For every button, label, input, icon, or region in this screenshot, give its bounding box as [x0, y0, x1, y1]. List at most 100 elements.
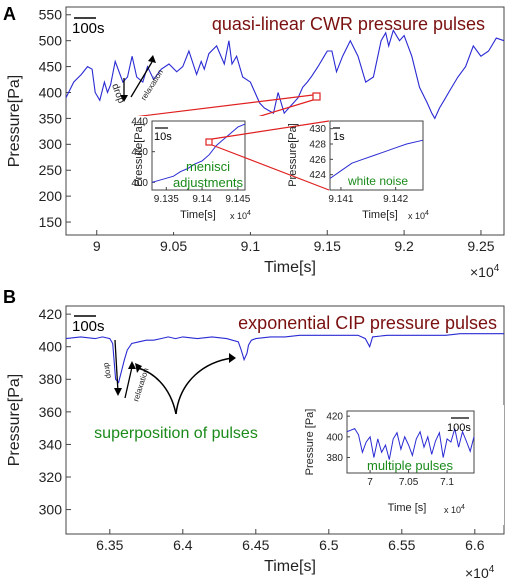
inset2-x-exponent: x 104	[408, 210, 429, 221]
x-tick-label: 9.141	[328, 194, 353, 205]
y-tick-label: 400	[131, 178, 148, 189]
superposition-arrowhead-left	[135, 363, 142, 373]
x-exponent-b: ×104	[465, 564, 495, 581]
chart-title-b: exponential CIP pressure pulses	[238, 313, 497, 333]
x-tick-label: 6.45	[242, 537, 269, 553]
x-tick-label: 9	[93, 238, 101, 254]
x-tick-label: 9.25	[467, 238, 494, 254]
y-tick-label: 250	[39, 162, 63, 178]
y-tick-label: 430	[309, 124, 326, 135]
inset-b-x-ticks: 7 7.05 7.1	[367, 470, 454, 488]
y-tick-label: 428	[309, 140, 326, 151]
data-line-b	[65, 333, 504, 384]
zoom-line-2-bottom	[211, 144, 330, 191]
x-axis-label-a: Time[s]	[264, 259, 316, 276]
inset-b-frame	[346, 410, 475, 474]
y-tick-label: 440	[131, 117, 148, 128]
x-tick-label: 6.4	[173, 537, 193, 553]
drop-arrowhead-a	[120, 95, 128, 102]
y-axis-label-a: Pressure[Pa]	[6, 75, 23, 167]
panel-letter-a: A	[3, 4, 16, 24]
y-tick-label: 380	[39, 371, 63, 387]
y-ticks-b: 300 320 340 360 380 400 420	[39, 306, 71, 517]
inset1-data-line	[151, 123, 246, 183]
superposition-arrow-right	[175, 357, 233, 415]
drop-arrowhead-b	[114, 388, 122, 396]
y-tick-label: 420	[326, 412, 343, 423]
y-tick-label: 350	[39, 110, 63, 126]
inset-b-x-label: Time [s]	[388, 502, 427, 514]
relaxation-label-a: relaxation	[139, 68, 165, 102]
y-tick-label: 400	[326, 432, 343, 443]
data-line-a	[65, 28, 505, 120]
superposition-arrowhead-right	[229, 353, 236, 363]
x-tick-label: 9.15	[314, 238, 341, 254]
inset-b-scale-bar-label: 100s	[447, 422, 471, 434]
inset2-y-ticks: 424 426 428 430	[309, 124, 333, 181]
inset-b-x-exponent: x 104	[444, 504, 465, 515]
zoom-line-2-top	[211, 120, 330, 140]
x-tick-label: 9.2	[394, 238, 414, 254]
y-tick-label: 424	[309, 170, 326, 181]
inset2-scale-bar-label: 1s	[333, 131, 345, 143]
x-tick-label: 9.14	[192, 194, 212, 205]
y-tick-label: 320	[39, 469, 63, 485]
y-tick-label: 300	[39, 501, 63, 517]
inset-b-y-ticks: 380 400 420	[326, 412, 350, 464]
y-tick-label: 426	[309, 155, 326, 166]
scale-bar-label-a: 100s	[72, 20, 105, 37]
x-axis-label-b: Time[s]	[264, 558, 316, 575]
inset1-annotation-line2: adjustments	[173, 175, 244, 190]
y-tick-label: 380	[326, 453, 343, 464]
x-tick-label: 6.55	[388, 537, 415, 553]
y-tick-label: 300	[39, 136, 63, 152]
x-tick-label: 9.142	[383, 194, 408, 205]
x-ticks-a: 9 9.05 9.1 9.15 9.2 9.25	[93, 230, 495, 254]
superposition-annotation: superposition of pulses	[94, 425, 258, 442]
chart-title-a: quasi-linear CWR pressure pulses	[212, 14, 485, 34]
inset1-x-ticks: 9.135 9.14 9.145	[154, 187, 251, 205]
x-tick-label: 6.5	[319, 537, 339, 553]
relaxation-arrowhead-a	[148, 55, 156, 63]
inset1-scale-bar-label: 10s	[154, 131, 172, 143]
x-tick-label: 9.145	[225, 194, 250, 205]
x-tick-label: 7.05	[399, 477, 419, 488]
x-tick-label: 9.1	[241, 238, 261, 254]
relaxation-arrow-b	[124, 366, 133, 399]
x-tick-label: 9.135	[154, 194, 179, 205]
y-tick-label: 150	[39, 214, 63, 230]
drop-label-b: drop	[102, 362, 114, 380]
y-tick-label: 420	[39, 306, 63, 322]
y-tick-label: 450	[39, 58, 63, 74]
inset1-frame	[151, 120, 246, 191]
inset1-x-label: Time[s]	[180, 209, 216, 221]
y-tick-label: 550	[39, 7, 63, 23]
inset1-annotation-line1: menisci	[186, 159, 230, 174]
y-tick-label: 360	[39, 404, 63, 420]
relaxation-arrow-a	[130, 61, 153, 98]
x-tick-label: 6.35	[96, 537, 123, 553]
inset2-data-line	[329, 139, 424, 179]
inset1-y-label: Pressure[Pa]	[133, 123, 145, 187]
x-tick-label: 7	[367, 477, 373, 488]
inset2-frame	[329, 120, 424, 191]
y-tick-label: 200	[39, 188, 63, 204]
inset-b-annotation: multiple pulses	[367, 458, 453, 473]
superposition-arrow-left	[137, 367, 177, 415]
y-axis-label-b: Pressure[Pa]	[6, 374, 23, 466]
zoom-box-inset1	[205, 138, 213, 146]
y-tick-label: 400	[39, 84, 63, 100]
y-tick-label: 400	[39, 339, 63, 355]
x-exponent-a: ×104	[470, 263, 500, 280]
x-tick-label: 6.6	[465, 537, 485, 553]
inset-b-data-line	[346, 427, 475, 460]
x-tick-label: 9.05	[160, 238, 187, 254]
inset2-annotation: white noise	[347, 174, 408, 188]
x-ticks-b: 6.35 6.4 6.45 6.5 6.55 6.6	[96, 529, 485, 553]
plot-frame-a	[65, 6, 505, 236]
drop-arrow-b	[114, 339, 119, 393]
inset2-x-label: Time[s]	[362, 209, 398, 221]
y-ticks-a: 150 200 250 300 350 400 450 500 550	[39, 7, 71, 230]
inset1-x-exponent: x 104	[230, 210, 251, 221]
zoom-box-main	[312, 92, 321, 101]
